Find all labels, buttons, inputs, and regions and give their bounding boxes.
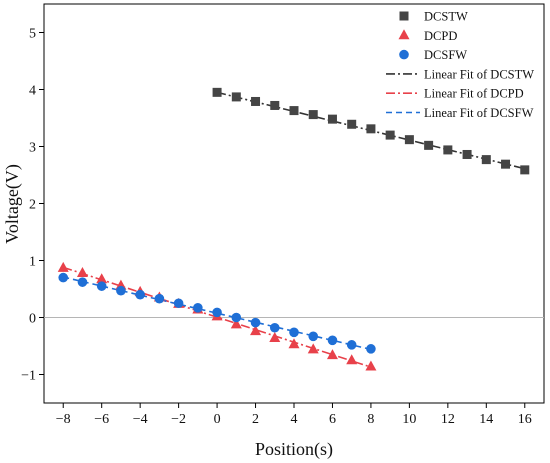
data-point-dcsfw <box>173 298 184 309</box>
x-tick-label: 2 <box>252 412 259 427</box>
linear-fit-lines <box>62 91 525 368</box>
data-point-dcsfw <box>193 303 203 313</box>
x-tick-label: 12 <box>441 412 455 427</box>
legend-label: DCSFW <box>424 48 467 62</box>
data-point-dcsfw <box>231 312 242 323</box>
data-point-dcpd <box>250 325 262 336</box>
data-point-dcpd <box>269 332 281 343</box>
legend-marker <box>399 49 409 60</box>
data-point-dcstw <box>231 92 241 102</box>
data-point-dcstw <box>424 140 434 150</box>
legend-label: Linear Fit of DCSTW <box>424 67 534 81</box>
data-point-dcpd <box>96 273 108 284</box>
data-point-dcpd <box>307 343 319 354</box>
data-point-dcsfw <box>327 335 338 346</box>
legend: DCSTW DCPD DCSFW Linear Fit of DCSTW Linear … <box>386 10 534 120</box>
y-axis-ticks: −1 0 1 2 3 4 5 <box>21 27 44 384</box>
x-tick-label: −4 <box>133 412 148 427</box>
data-point-dcstw <box>443 145 453 155</box>
data-point-dcpd <box>76 267 88 278</box>
data-point-dcstw <box>347 119 357 129</box>
data-point-dcstw <box>289 106 299 116</box>
data-point-dcstw <box>212 87 222 97</box>
data-point-dcsfw <box>250 317 261 328</box>
fit-line <box>63 276 372 351</box>
legend-marker <box>399 11 409 21</box>
data-point-dcpd <box>57 261 69 272</box>
legend-label: Linear Fit of DCPD <box>424 87 524 101</box>
data-point-dcstw <box>404 135 414 145</box>
data-point-dcsfw <box>116 285 126 296</box>
y-tick-label: 0 <box>29 312 36 327</box>
data-point-dcsfw <box>269 322 280 333</box>
x-tick-label: 0 <box>214 412 221 427</box>
data-point-dcstw <box>251 96 261 106</box>
data-point-dcsfw <box>135 289 145 300</box>
y-tick-label: −1 <box>21 369 36 384</box>
data-point-dcpd <box>326 349 338 360</box>
legend-label: Linear Fit of DCSFW <box>424 106 534 120</box>
data-point-dcstw <box>308 110 318 120</box>
data-point-dcsfw <box>346 340 357 350</box>
y-tick-label: 4 <box>29 84 36 99</box>
legend-label: DCSTW <box>424 10 468 24</box>
data-point-dcsfw <box>77 277 88 287</box>
data-markers <box>57 87 530 371</box>
data-point-dcsfw <box>154 293 165 304</box>
data-point-dcsfw <box>289 327 299 338</box>
x-tick-label: −6 <box>94 412 109 427</box>
x-tick-label: −8 <box>56 412 71 427</box>
x-axis-ticks: −8 −6 −4 −2 0 2 4 6 8 10 12 14 16 <box>56 403 532 427</box>
legend-marker <box>398 29 410 40</box>
data-point-dcstw <box>327 114 337 124</box>
x-tick-label: −2 <box>171 412 186 427</box>
data-point-dcstw <box>385 130 395 140</box>
x-tick-label: 8 <box>367 412 374 427</box>
data-point-dcpd <box>365 360 377 371</box>
y-axis-title: Voltage(V) <box>2 164 23 244</box>
data-point-dcstw <box>462 149 472 159</box>
data-point-dcsfw <box>58 272 69 283</box>
y-tick-label: 1 <box>29 255 36 270</box>
data-point-dcsfw <box>308 331 319 342</box>
x-tick-label: 10 <box>402 412 416 427</box>
data-point-dcpd <box>230 318 242 329</box>
data-point-dcstw <box>501 159 511 169</box>
y-tick-label: 2 <box>29 198 36 213</box>
data-point-dcsfw <box>366 344 376 354</box>
x-tick-label: 4 <box>291 412 298 427</box>
x-tick-label: 16 <box>518 412 532 427</box>
data-point-dcstw <box>366 124 376 134</box>
data-point-dcsfw <box>96 281 107 291</box>
data-point-dcstw <box>481 155 491 165</box>
data-point-dcsfw <box>212 307 222 318</box>
data-point-dcpd <box>288 338 300 349</box>
data-point-dcstw <box>270 100 280 110</box>
x-tick-label: 14 <box>479 412 493 427</box>
legend-label: DCPD <box>424 29 457 43</box>
data-point-dcstw <box>520 165 530 175</box>
y-tick-label: 5 <box>29 27 36 42</box>
y-tick-label: 3 <box>29 141 36 156</box>
x-axis-title: Position(s) <box>255 439 333 460</box>
data-point-dcpd <box>346 354 358 365</box>
x-tick-label: 6 <box>329 412 336 427</box>
